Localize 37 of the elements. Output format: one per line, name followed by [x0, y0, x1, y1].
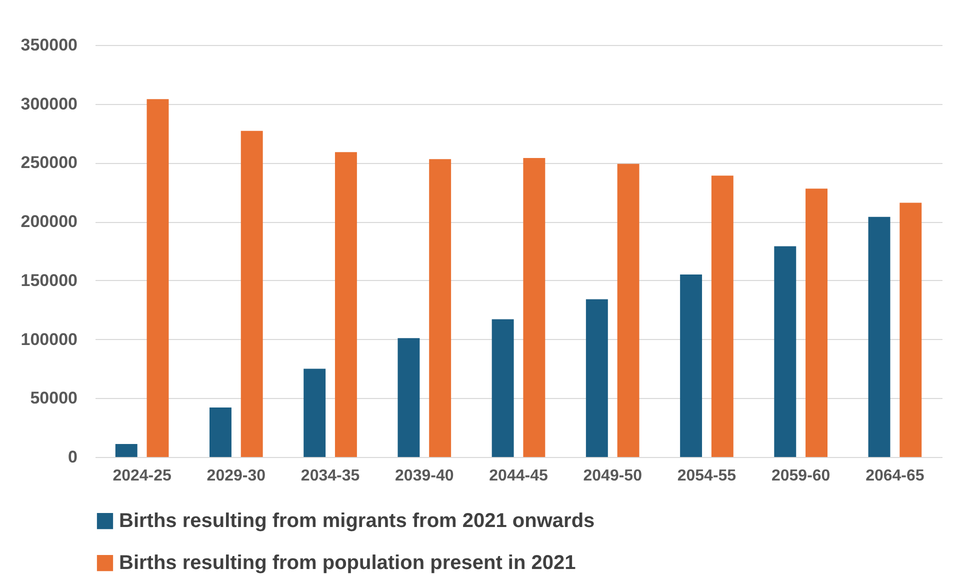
bar [900, 202, 922, 457]
x-tick-label: 2064-65 [866, 468, 924, 484]
bar [334, 152, 357, 457]
y-tick-label: 300000 [20, 94, 78, 114]
x-tick-label: 2044-45 [489, 468, 548, 484]
bar [806, 188, 828, 457]
bar [680, 274, 702, 457]
bar [523, 158, 546, 457]
y-tick-label: 150000 [20, 270, 78, 290]
bar [398, 338, 420, 457]
x-tick-label: 2029-30 [206, 468, 266, 484]
bar [617, 164, 640, 457]
x-tick-label: 2049-50 [583, 468, 642, 484]
bar [868, 216, 890, 457]
bar [429, 159, 452, 457]
y-tick-label: 200000 [20, 212, 78, 232]
bar [774, 246, 796, 457]
bar [586, 299, 608, 457]
x-tick-label: 2024-25 [112, 468, 172, 484]
bar [240, 130, 263, 457]
bar [492, 319, 514, 457]
legend-label: Births resulting from migrants from 2021 onwards [119, 510, 595, 532]
x-tick-label: 2039-40 [395, 468, 454, 484]
y-tick-label: 100000 [20, 330, 78, 349]
x-tick-label: 2054-55 [677, 468, 736, 484]
y-tick-label: 250000 [20, 153, 78, 172]
y-tick-label: 0 [68, 448, 78, 466]
y-tick-label: 50000 [30, 388, 78, 408]
bar [304, 368, 326, 457]
bar [146, 99, 169, 457]
bar [711, 176, 734, 457]
y-tick-label: 350000 [20, 36, 78, 54]
bar [115, 444, 138, 457]
bar [210, 408, 232, 457]
legend-label: Births resulting from population present in 2021 [119, 552, 576, 574]
x-tick-label: 2034-35 [300, 468, 360, 484]
x-tick-label: 2059-60 [771, 468, 830, 484]
